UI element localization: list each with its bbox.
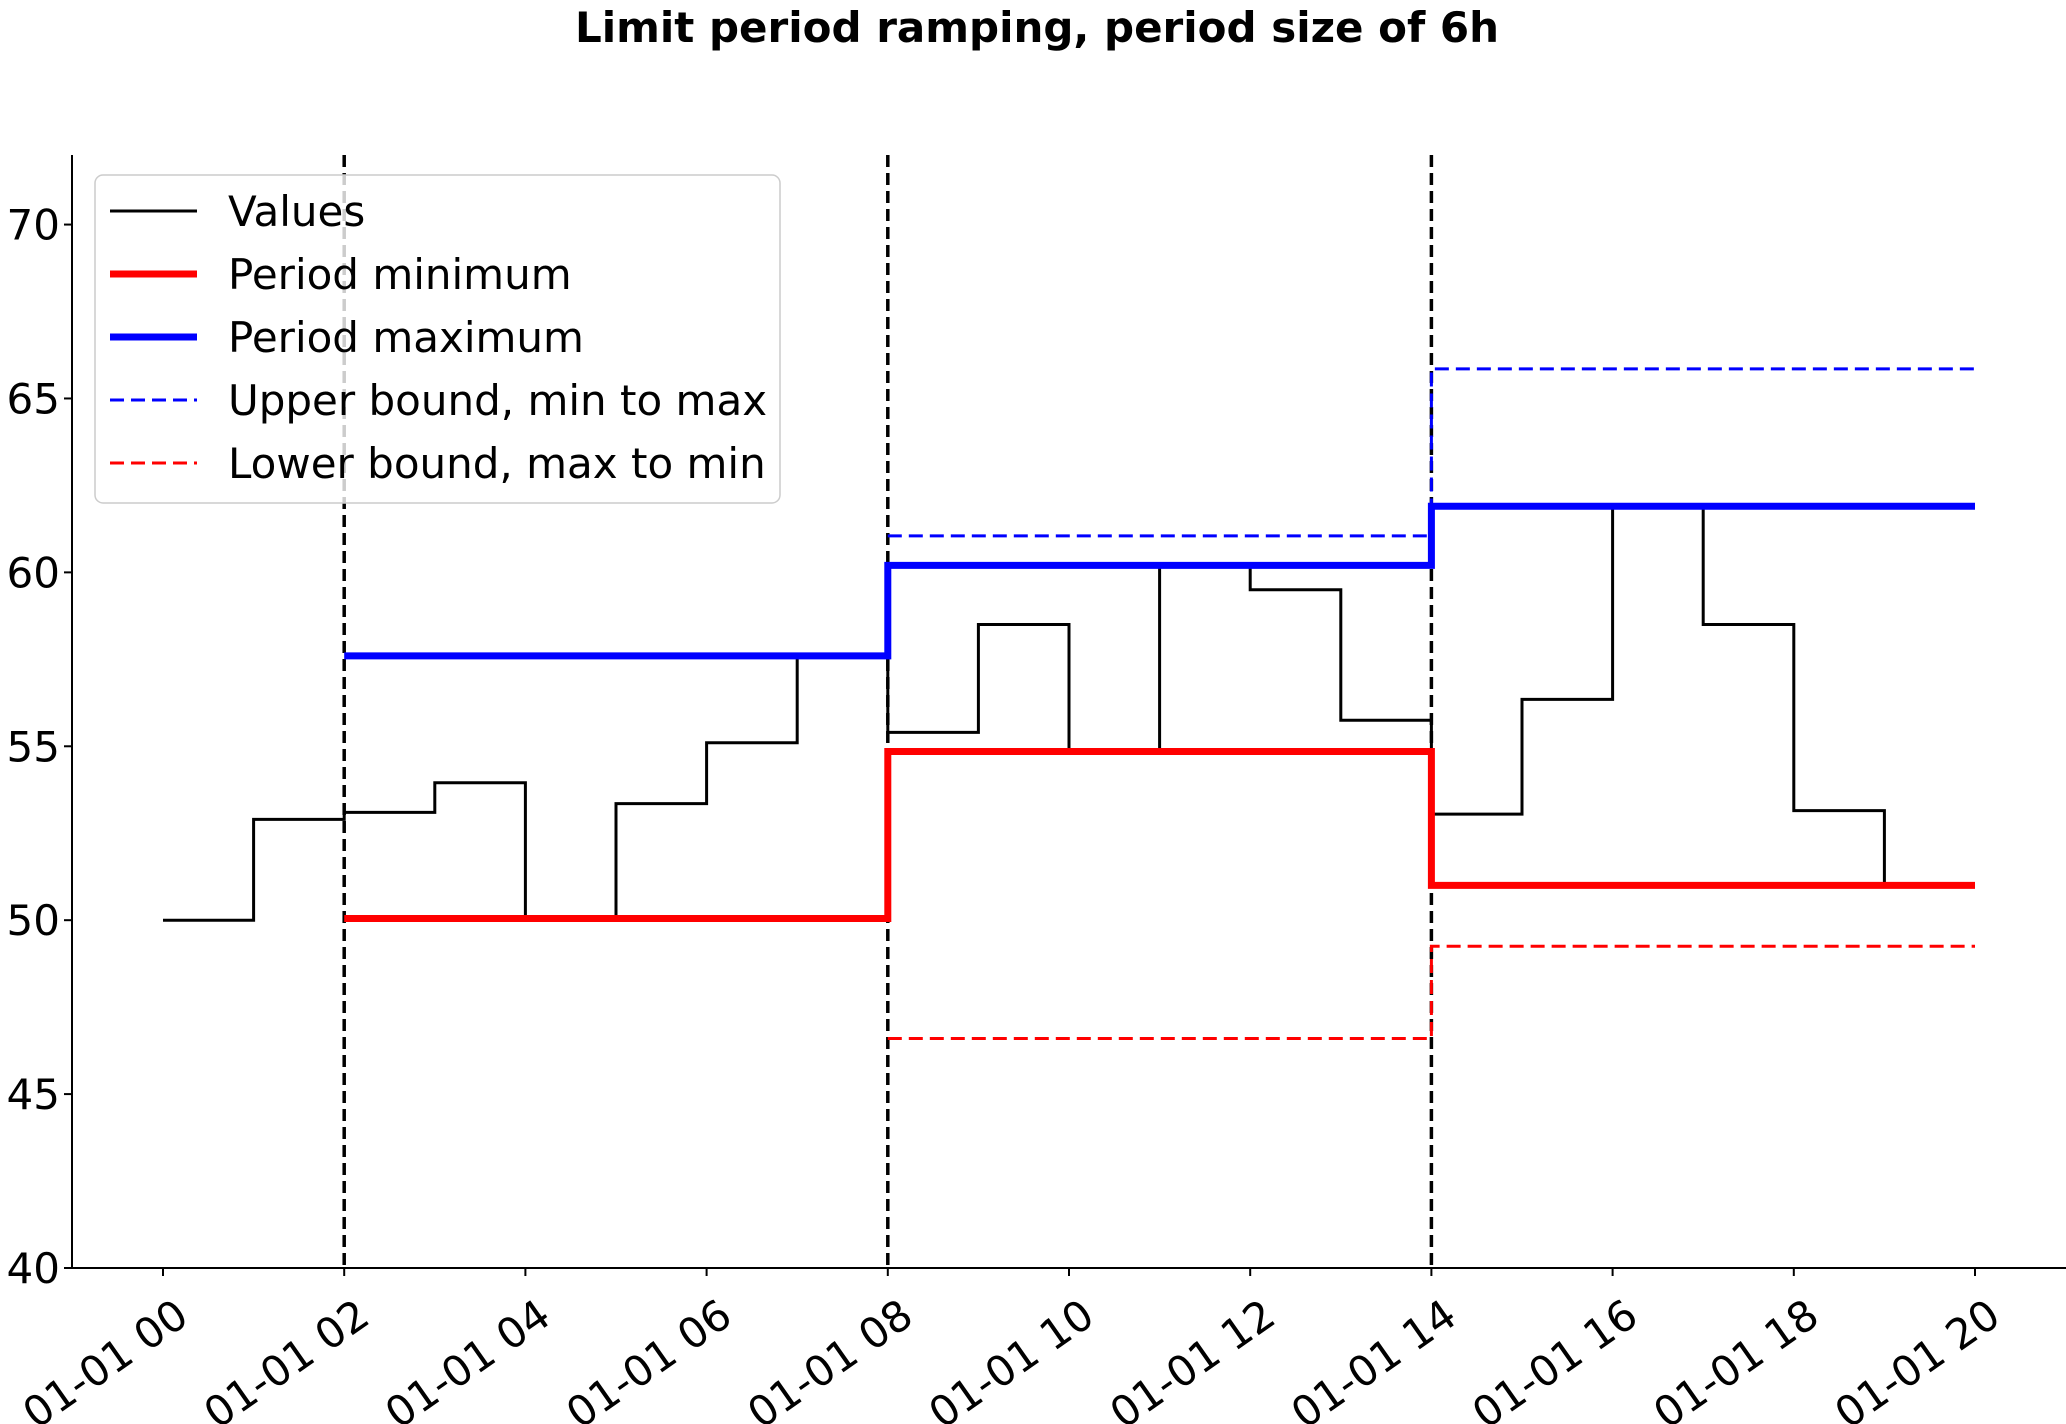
y-tick-label: 60: [7, 548, 60, 597]
x-tick-label: 01-01 06: [557, 1290, 740, 1424]
series-layer: [163, 367, 1975, 1040]
x-tick-label: 01-01 12: [1101, 1290, 1284, 1424]
y-tick-label: 45: [7, 1070, 60, 1119]
x-tick-label: 01-01 02: [195, 1290, 378, 1424]
legend: Values Period minimum Period maximum Upper …: [94, 174, 781, 504]
legend-label-values: Values: [228, 187, 365, 236]
legend-label-period-minimum: Period minimum: [228, 250, 572, 299]
legend-label-lower-bound-max-to-min: Lower bound, max to min: [228, 439, 766, 488]
x-tick-label: 01-01 10: [920, 1290, 1103, 1424]
series-line-period-maximum: [344, 502, 1975, 660]
series-line-period-minimum: [344, 747, 1975, 922]
series-line-lower-bound-max-to-min: [887, 944, 1975, 1040]
x-tick-label: 01-01 20: [1826, 1290, 2009, 1424]
y-tick-label: 50: [7, 896, 60, 945]
y-tick-label: 70: [7, 201, 60, 250]
x-tick-label: 01-01 14: [1282, 1290, 1465, 1424]
y-tick-label: 40: [7, 1244, 60, 1293]
y-tick-label: 65: [7, 374, 60, 423]
legend-box: [94, 174, 781, 504]
x-tick-label: 01-01 00: [14, 1290, 197, 1424]
x-tick-label: 01-01 16: [1463, 1290, 1646, 1424]
x-tick-label: 01-01 04: [376, 1290, 559, 1424]
x-tick-label: 01-01 18: [1645, 1290, 1828, 1424]
legend-label-upper-bound-min-to-max: Upper bound, min to max: [228, 376, 767, 425]
chart-title: Limit period ramping, period size of 6h: [575, 3, 1499, 52]
y-tick-label: 55: [7, 722, 60, 771]
x-tick-label: 01-01 08: [739, 1290, 922, 1424]
legend-label-period-maximum: Period maximum: [228, 313, 584, 362]
